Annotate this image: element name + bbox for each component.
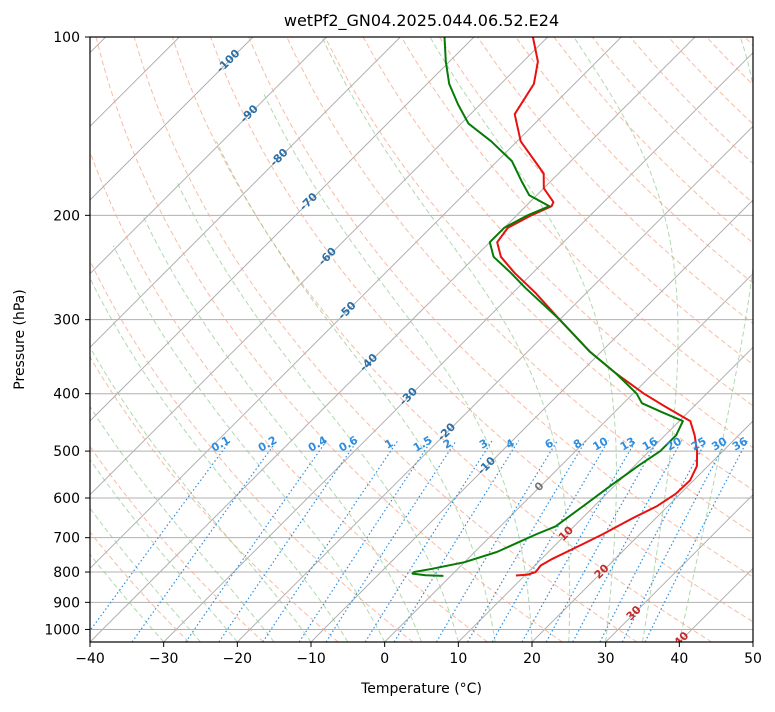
y-tick-label: 100 (53, 30, 80, 46)
x-tick-label: −30 (149, 651, 179, 667)
x-tick-label: 50 (744, 651, 762, 667)
x-tick-label: −10 (296, 651, 326, 667)
y-tick-label: 300 (53, 313, 80, 329)
chart-title: wetPf2_GN04.2025.044.06.52.E24 (284, 11, 559, 31)
y-tick-label: 800 (53, 565, 80, 581)
y-axis-label: Pressure (hPa) (12, 289, 28, 389)
x-tick-label: −20 (223, 651, 253, 667)
y-tick-label: 200 (53, 208, 80, 224)
x-tick-label: 0 (380, 651, 389, 667)
y-tick-label: 400 (53, 387, 80, 403)
x-tick-label: 30 (597, 651, 615, 667)
y-tick-label: 600 (53, 491, 80, 507)
x-axis-label: Temperature (°C) (360, 681, 482, 697)
x-tick-label: −40 (75, 651, 105, 667)
plot-background (90, 37, 753, 642)
y-tick-label: 700 (53, 531, 80, 547)
y-tick-label: 1000 (44, 622, 80, 638)
x-tick-label: 20 (523, 651, 541, 667)
x-tick-label: 40 (670, 651, 688, 667)
y-tick-label: 500 (53, 444, 80, 460)
x-tick-label: 10 (449, 651, 467, 667)
isotherm-line (753, 37, 775, 642)
y-tick-label: 900 (53, 595, 80, 611)
